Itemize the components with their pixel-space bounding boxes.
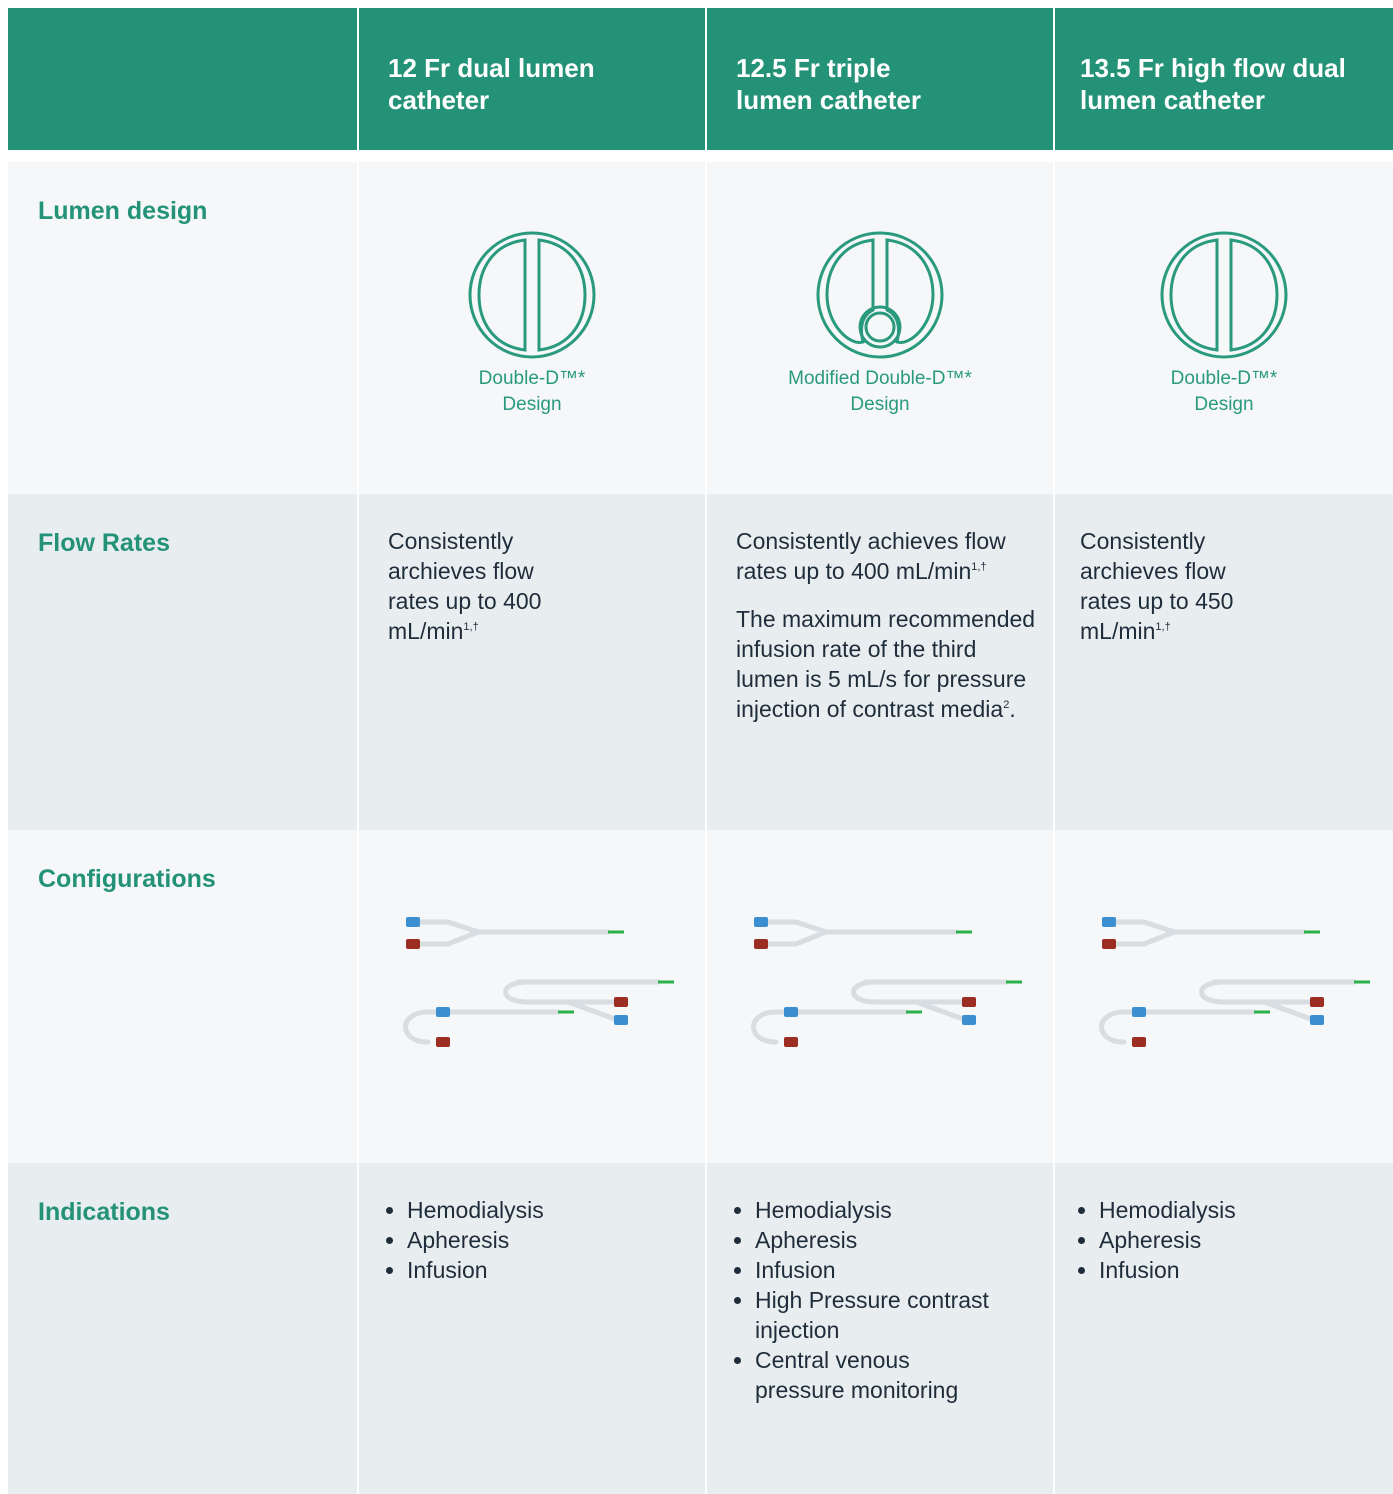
flow-after: . bbox=[1009, 696, 1016, 722]
config-cell bbox=[359, 830, 705, 1163]
indication-item: High Pressure contrast injection bbox=[755, 1285, 993, 1345]
flow-cell: Consistently achieves flow rates up to 4… bbox=[707, 494, 1053, 830]
lumen-caption: Double-D™* Design bbox=[1170, 368, 1278, 415]
lumen-icon bbox=[816, 231, 944, 359]
indication-item: Apheresis bbox=[1099, 1225, 1373, 1255]
indication-cell: HemodialysisApheresisInfusion bbox=[1055, 1163, 1393, 1494]
lumen-icon bbox=[468, 231, 596, 359]
column-title: 12 Fr dual lumen catheter bbox=[388, 53, 595, 115]
footnote-ref: 1,† bbox=[971, 561, 987, 573]
indication-item: Infusion bbox=[1099, 1255, 1373, 1285]
lumen-caption: Double-D™* Design bbox=[478, 368, 586, 415]
column-header: 12 Fr dual lumen catheter bbox=[359, 8, 705, 150]
lumen-cell: Double-D™* Design bbox=[359, 162, 705, 494]
indication-list: HemodialysisApheresisInfusion bbox=[1080, 1195, 1373, 1285]
row-label: Flow Rates bbox=[8, 494, 357, 830]
lumen-cell: Double-D™* Design bbox=[1055, 162, 1393, 494]
flow-main: Consistently archieves flow rates up to … bbox=[1080, 528, 1234, 644]
indication-item: Apheresis bbox=[407, 1225, 685, 1255]
column-header: 12.5 Fr triple lumen catheter bbox=[707, 8, 1053, 150]
footnote-ref: 1,† bbox=[1155, 621, 1171, 633]
flow-text: Consistently achieves flow rates up to 4… bbox=[736, 526, 1039, 586]
flow-cell: Consistently archieves flow rates up to … bbox=[359, 494, 705, 830]
column-header: 13.5 Fr high flow dual lumen catheter bbox=[1055, 8, 1393, 150]
indication-cell: HemodialysisApheresisInfusionHigh Pressu… bbox=[707, 1163, 1053, 1494]
indication-item: Hemodialysis bbox=[1099, 1195, 1373, 1225]
indication-list: HemodialysisApheresisInfusion bbox=[388, 1195, 685, 1285]
catheter-image bbox=[736, 902, 1036, 1072]
flow-main: Consistently archieves flow rates up to … bbox=[388, 528, 542, 644]
column-title: 12.5 Fr triple lumen catheter bbox=[736, 53, 921, 115]
indication-list: HemodialysisApheresisInfusionHigh Pressu… bbox=[736, 1195, 993, 1405]
config-cell bbox=[1055, 830, 1393, 1163]
catheter-image bbox=[1084, 902, 1384, 1072]
flow-main: Consistently achieves flow rates up to 4… bbox=[736, 528, 1006, 584]
header-blank bbox=[8, 8, 357, 150]
catheter-image bbox=[388, 902, 688, 1072]
flow-text: The maximum recommended infusion rate of… bbox=[736, 604, 1039, 724]
comparison-table: 12 Fr dual lumen catheter 12.5 Fr triple… bbox=[8, 8, 1393, 1494]
indication-item: Central venous pressure monitoring bbox=[755, 1345, 993, 1405]
indication-item: Apheresis bbox=[755, 1225, 993, 1255]
lumen-cell: Modified Double-D™* Design bbox=[707, 162, 1053, 494]
footnote-ref: 1,† bbox=[463, 621, 479, 633]
indication-item: Hemodialysis bbox=[407, 1195, 685, 1225]
flow-cell: Consistently archieves flow rates up to … bbox=[1055, 494, 1393, 830]
indication-item: Infusion bbox=[407, 1255, 685, 1285]
flow-text: Consistently archieves flow rates up to … bbox=[1080, 526, 1273, 646]
row-label: Configurations bbox=[8, 830, 357, 1163]
spacer bbox=[8, 150, 1393, 162]
lumen-caption: Modified Double-D™* Design bbox=[788, 368, 972, 415]
column-title: 13.5 Fr high flow dual lumen catheter bbox=[1080, 53, 1346, 115]
row-label: Indications bbox=[8, 1163, 357, 1494]
config-cell bbox=[707, 830, 1053, 1163]
flow-text: Consistently archieves flow rates up to … bbox=[388, 526, 585, 646]
indication-item: Hemodialysis bbox=[755, 1195, 993, 1225]
footnote-ref: 2 bbox=[1003, 699, 1010, 711]
indication-item: Infusion bbox=[755, 1255, 993, 1285]
flow-main: The maximum recommended infusion rate of… bbox=[736, 606, 1036, 722]
row-label: Lumen design bbox=[8, 162, 357, 494]
indication-cell: HemodialysisApheresisInfusion bbox=[359, 1163, 705, 1494]
lumen-icon bbox=[1160, 231, 1288, 359]
